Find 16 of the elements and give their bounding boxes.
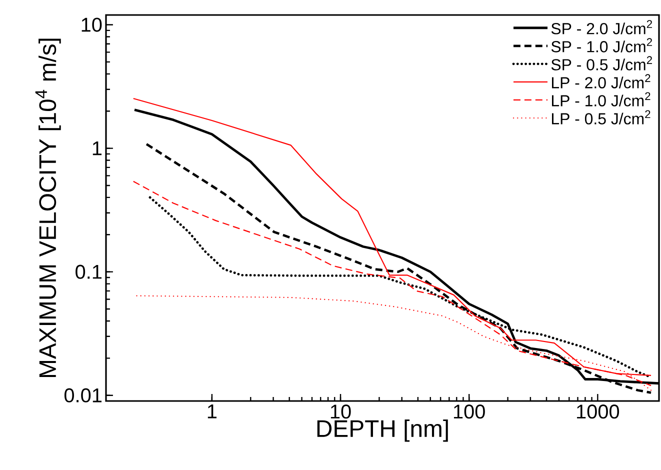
x-tick-label: 1000 [577,404,620,419]
legend-label: LP - 1.0 J/cm$^{2}$ [552,92,650,106]
y-axis-title: MAXIMUM VELOCITY [10$^{4}$ m/s] [35,38,61,378]
y-tick-label: 0.1 [76,264,102,279]
x-tick-label: 10 [330,404,351,419]
legend-label: LP - 0.5 J/cm$^{2}$ [552,110,650,124]
x-tick-label: 100 [454,404,485,419]
legend-label: SP - 1.0 J/cm$^{2}$ [551,38,652,52]
x-axis-title: DEPTH [nm] [317,419,448,442]
y-tick-label: 10 [82,18,102,32]
legend-label: SP - 2.0 J/cm$^{2}$ [551,20,652,34]
legend-label: SP - 0.5 J/cm$^{2}$ [551,56,652,70]
legend-label: LP - 2.0 J/cm$^{2}$ [552,74,650,88]
y-tick-label: 1 [92,141,102,156]
y-tick-label: 0.01 [64,388,102,402]
x-tick-label: 1 [208,404,217,418]
